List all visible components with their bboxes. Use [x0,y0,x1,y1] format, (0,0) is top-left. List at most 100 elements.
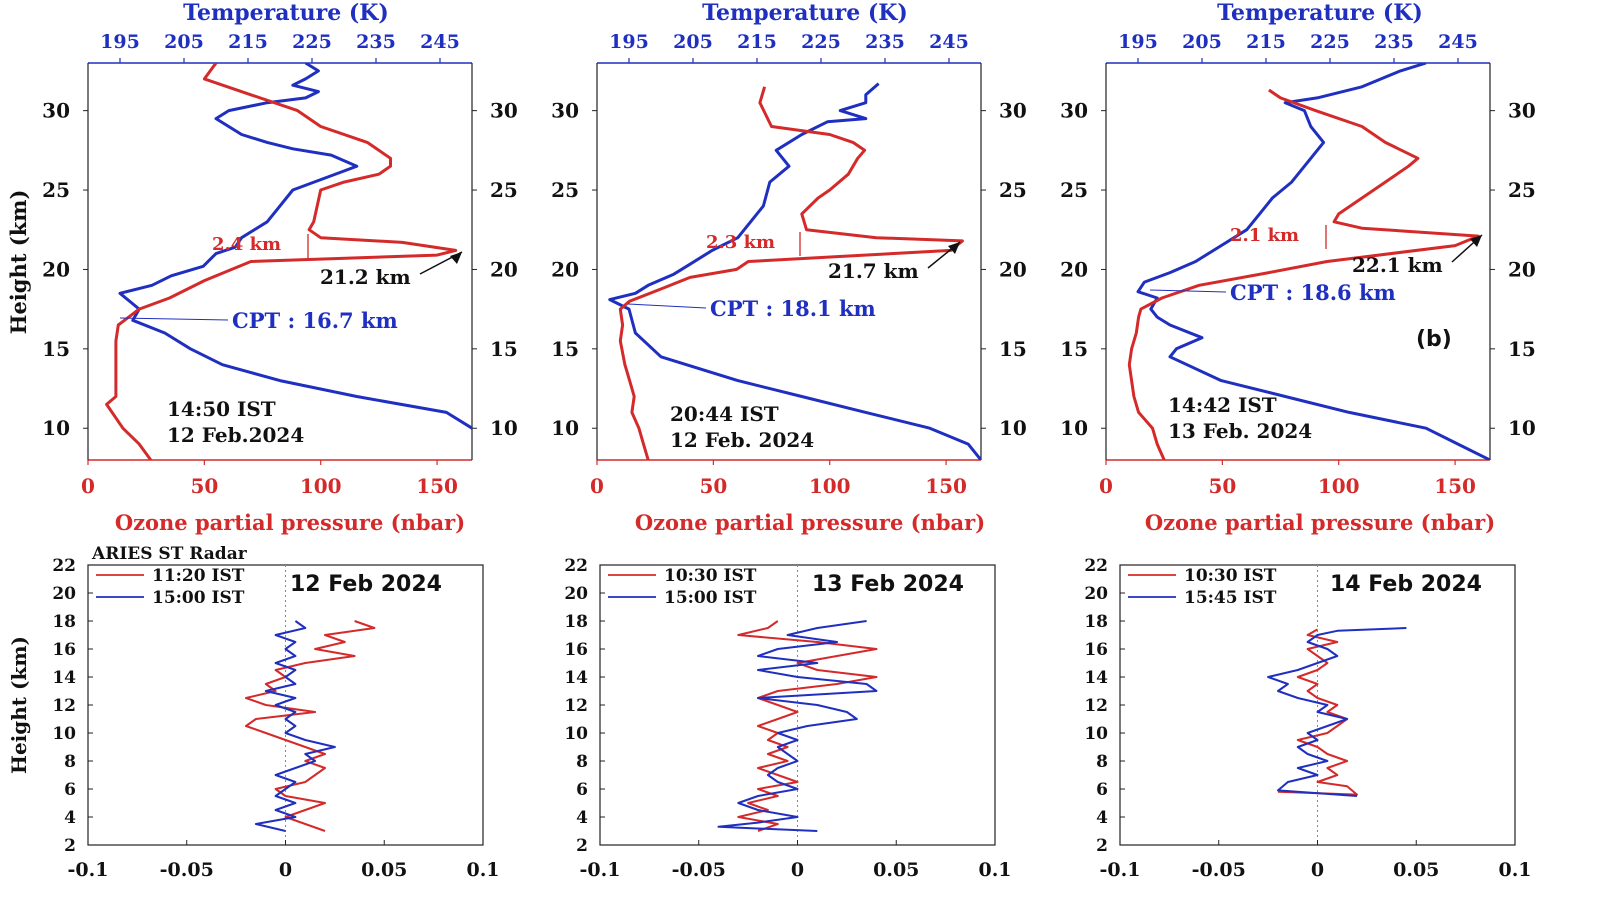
top-panel-2: 195 205 215 225 235 245 0 50 100 150 10 10 15 15 20 20 2… [551,31,1027,498]
height-tick-label-left: 10 [1060,416,1088,440]
ozone-tick-label: 0 [81,474,95,498]
height-tick-label-left: 15 [42,337,70,361]
ozone-axis-title-1: Ozone partial pressure (nbar) [115,510,465,535]
y-tick-label: 22 [1084,556,1108,576]
temp-tick-label: 235 [356,31,396,53]
temp-tick-label: 245 [420,31,460,53]
legend-label: 10:30 IST [1184,566,1277,586]
legend-label: 15:45 IST [1184,588,1277,608]
temp-tick-label: 215 [737,31,777,53]
height-tick-label-right: 20 [999,257,1027,281]
radar-series-line [254,620,336,832]
height-tick-label-right: 10 [1508,416,1536,440]
gap-label: 2.4 km [212,234,281,255]
height-tick-label-right: 30 [1508,99,1536,123]
x-tick-label: -0.1 [580,859,621,881]
gap-label: 2.1 km [1230,225,1299,246]
bottom-panel-3: -0.1 -0.05 0 0.05 0.1 2 4 6 8 10 12 14 16 18 20 22 10:30… [1084,556,1531,881]
height-tick-label-right: 15 [490,337,518,361]
y-tick-label: 14 [1084,668,1108,688]
height-tick-label-right: 15 [999,337,1027,361]
temperature-profile-line [1136,63,1490,460]
height-tick-label-left: 15 [1060,337,1088,361]
x-tick-label: 0 [791,859,804,881]
top-height-axis-title: Height (km) [6,190,31,335]
height-tick-label-left: 10 [42,416,70,440]
legend-label: 15:00 IST [152,588,245,608]
height-tick-label-left: 20 [551,257,579,281]
legend-label: 10:30 IST [664,566,757,586]
time-label: 20:44 IST [670,402,779,426]
y-tick-label: 18 [1084,612,1108,632]
height-tick-label-left: 30 [551,99,579,123]
temp-tick-label: 205 [673,31,713,53]
temp-tick-label: 205 [1182,31,1222,53]
x-tick-label: -0.05 [1192,859,1246,881]
date-label: 12 Feb. 2024 [670,428,814,452]
y-tick-label: 20 [52,584,76,604]
y-tick-label: 18 [564,612,588,632]
y-tick-label: 6 [64,780,76,800]
height-tick-label-right: 30 [490,99,518,123]
x-tick-label: 0 [279,859,292,881]
y-tick-label: 8 [576,752,588,772]
y-tick-label: 10 [52,724,76,744]
x-tick-label: 0.05 [1393,859,1439,881]
y-tick-label: 12 [52,696,76,716]
height-tick-label-right: 10 [999,416,1027,440]
height-tick-label-left: 10 [551,416,579,440]
temp-tick-label: 235 [1374,31,1414,53]
temp-tick-label: 245 [1438,31,1478,53]
y-tick-label: 10 [564,724,588,744]
radar-series-line [717,620,878,832]
temp-axis-title-2: Temperature (K) [702,0,908,26]
ozone-peak-label: 21.2 km [320,265,411,289]
top-panel-1: 195 205 215 225 235 245 0 50 100 150 10 10 15 15 20 20 2… [42,31,518,498]
date-label: 14 Feb 2024 [1330,572,1482,597]
y-tick-label: 2 [576,836,588,856]
ozone-tick-label: 100 [809,474,851,498]
ozone-tick-label: 150 [1434,474,1476,498]
y-tick-label: 2 [1096,836,1108,856]
y-tick-label: 22 [52,556,76,576]
height-tick-label-left: 25 [551,178,579,202]
height-tick-label-right: 20 [490,257,518,281]
bottom-panel-2: -0.1 -0.05 0 0.05 0.1 2 4 6 8 10 12 14 16 18 20 22 10:30… [564,556,1011,881]
y-tick-label: 12 [564,696,588,716]
y-tick-label: 4 [1096,808,1108,828]
y-tick-label: 12 [1084,696,1108,716]
cpt-label: CPT : 16.7 km [232,308,398,333]
x-tick-label: -0.05 [672,859,726,881]
temp-tick-label: 225 [292,31,332,53]
gap-label: 2.3 km [706,232,775,253]
height-tick-label-right: 25 [1508,178,1536,202]
bottom-height-axis-title: Height (km) [7,636,31,774]
temp-axis-title-3: Temperature (K) [1217,0,1423,26]
temp-tick-label: 215 [1246,31,1286,53]
cpt-pointer-line [627,303,707,309]
peak-arrow-head [1470,235,1482,247]
ozone-tick-label: 50 [190,474,218,498]
time-label: 14:42 IST [1168,393,1277,417]
ozone-tick-label: 0 [590,474,604,498]
y-tick-label: 16 [564,640,588,660]
ozone-profile-line [105,63,458,460]
y-tick-label: 4 [64,808,76,828]
temp-tick-label: 225 [801,31,841,53]
x-tick-label: -0.1 [1100,859,1141,881]
bottom-panel-1: -0.1 -0.05 0 0.05 0.1 2 4 6 8 10 12 14 16 18 20 22 11:20… [52,556,499,881]
height-tick-label-left: 25 [1060,178,1088,202]
height-tick-label-left: 20 [1060,257,1088,281]
y-tick-label: 14 [564,668,588,688]
ozone-tick-label: 100 [300,474,342,498]
y-tick-label: 14 [52,668,76,688]
x-tick-label: 0.05 [873,859,919,881]
cpt-pointer-line [119,317,229,321]
ozone-axis-title-2: Ozone partial pressure (nbar) [635,510,985,535]
date-label: 13 Feb. 2024 [1168,419,1312,443]
y-tick-label: 6 [576,780,588,800]
y-tick-label: 18 [52,612,76,632]
y-tick-label: 4 [576,808,588,828]
